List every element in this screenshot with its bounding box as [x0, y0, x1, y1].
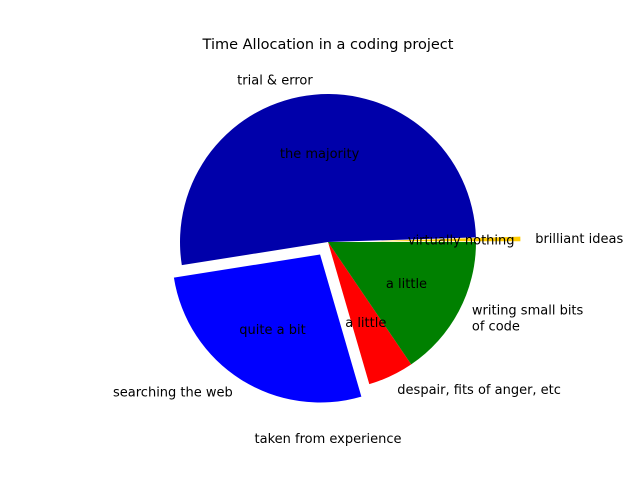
pie-slice-trial-error [180, 94, 476, 266]
chart-caption: taken from experience [255, 432, 402, 447]
slice-label-searching-the-web: searching the web [113, 386, 233, 401]
chart-title: Time Allocation in a coding project [202, 37, 454, 53]
slice-value-searching-the-web: quite a bit [239, 323, 305, 338]
slice-value-trial-error: the majority [280, 147, 360, 162]
pie-slice-searching-the-web [173, 254, 362, 403]
slice-value-brilliant-ideas: virtually nothing [408, 233, 515, 248]
slice-value-despair-fits-of-anger-etc: a little [345, 316, 386, 331]
pie-slice-brilliant-ideas [372, 236, 521, 242]
pie-slices [173, 94, 521, 403]
pie-slice-writing-small-bits-of-code [328, 242, 476, 365]
slice-label-despair-fits-of-anger-etc: despair, fits of anger, etc [397, 383, 561, 398]
pie-slice-despair-fits-of-anger-etc [328, 242, 412, 385]
slice-label-brilliant-ideas: brilliant ideas [535, 232, 623, 247]
slice-label-writing-small-bits-of-code: writing small bits of code [472, 304, 584, 335]
slice-label-trial-error: trial & error [237, 73, 313, 88]
pie-labels: brilliant ideas virtually nothing trial & … [113, 73, 623, 400]
slice-value-writing-small-bits-of-code: a little [386, 277, 427, 292]
